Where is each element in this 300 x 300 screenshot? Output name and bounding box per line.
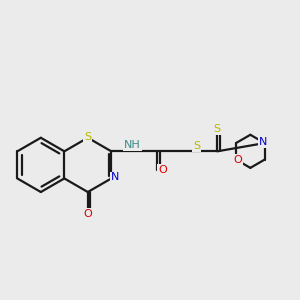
- Text: S: S: [214, 124, 221, 134]
- Text: S: S: [193, 141, 200, 152]
- Text: O: O: [83, 209, 92, 219]
- Text: NH: NH: [124, 140, 141, 150]
- Text: O: O: [158, 165, 167, 175]
- Text: N: N: [110, 172, 119, 182]
- Text: N: N: [259, 137, 267, 147]
- Text: S: S: [84, 132, 92, 142]
- Text: O: O: [234, 155, 242, 165]
